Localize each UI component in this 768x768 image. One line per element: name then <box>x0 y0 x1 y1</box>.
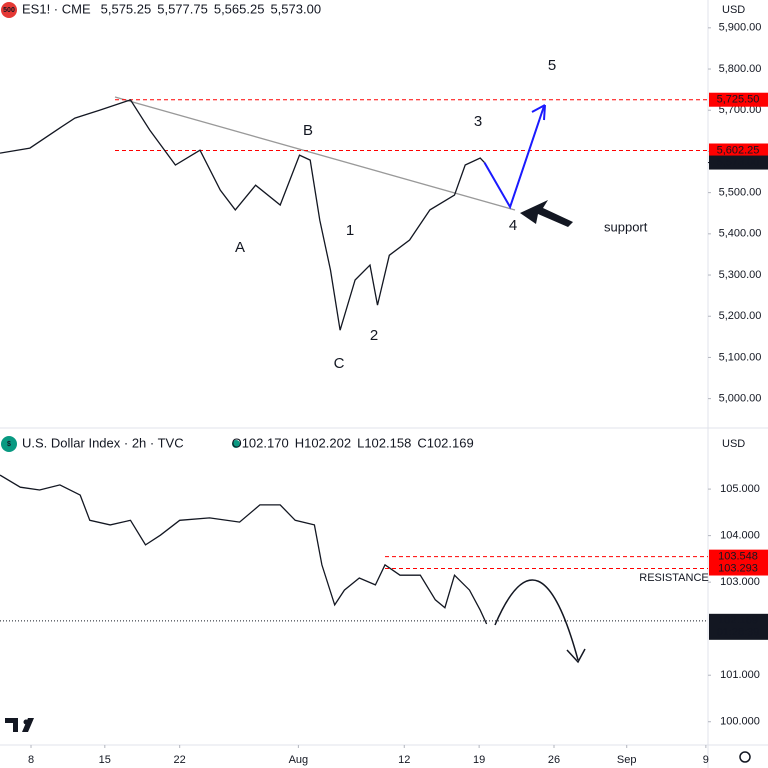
y-tick-label: 5,000.00 <box>719 393 762 405</box>
annotation: 2 <box>370 327 378 344</box>
y-tick-label: 5,300.00 <box>719 269 762 281</box>
y-tick-label: 100.000 <box>720 716 760 728</box>
ohlc-value: C102.169 <box>417 435 473 450</box>
currency: USD <box>722 4 745 16</box>
status-dot <box>232 440 240 448</box>
x-tick-label: 8 <box>28 754 34 766</box>
x-tick-label: 15 <box>99 754 111 766</box>
symbol-badge-text: 500 <box>3 7 15 14</box>
annotation: B <box>303 122 313 139</box>
annotation: RESISTANCE <box>639 572 708 584</box>
x-tick-label: 22 <box>174 754 186 766</box>
currency: USD <box>722 438 745 450</box>
arc-arrowhead <box>566 648 586 664</box>
x-tick-label: Aug <box>289 754 309 766</box>
ohlc-value: L102.158 <box>357 435 411 450</box>
ohlc-value: H102.202 <box>295 435 351 450</box>
projection-arrowhead <box>531 104 546 121</box>
level-label: 5,602.25 <box>717 144 760 156</box>
logo <box>23 719 29 725</box>
title: ES1! · CME <box>22 1 91 16</box>
symbol-badge <box>1 436 17 452</box>
settings-icon[interactable] <box>739 751 751 763</box>
projection-line <box>483 104 546 210</box>
last-price-box <box>709 613 768 640</box>
level-label-box <box>709 143 768 158</box>
level-label: 103.293 <box>718 562 758 574</box>
ohlc-value: 5,575.25 <box>101 1 152 16</box>
y-tick-label: 101.000 <box>720 669 760 681</box>
symbol-badge-text: $ <box>7 441 11 448</box>
x-tick-label: 9 <box>703 754 709 766</box>
level-label-box <box>709 561 768 576</box>
y-tick-label: 5,100.00 <box>719 351 762 363</box>
support-arrow <box>520 200 573 227</box>
trend-line <box>114 96 516 211</box>
annotation: 3 <box>474 113 482 130</box>
title: U.S. Dollar Index · 2h · TVC <box>22 435 184 450</box>
y-tick-label: 5,400.00 <box>719 228 762 240</box>
level-label: 103.548 <box>718 551 758 563</box>
x-tick-label: Sep <box>617 754 637 766</box>
last-price-label: 102.169 <box>718 615 758 627</box>
countdown: 01:28:39 <box>717 627 760 639</box>
y-tick-label: 5,700.00 <box>719 104 762 116</box>
x-tick-label: 12 <box>398 754 410 766</box>
ohlc-value: O102.170 <box>232 435 289 450</box>
last-price-box <box>709 155 768 170</box>
annotation: 1 <box>346 222 354 239</box>
y-tick-label: 104.000 <box>720 530 760 542</box>
y-tick-label: 5,800.00 <box>719 63 762 75</box>
annotation: A <box>235 239 245 256</box>
symbol-badge <box>1 2 17 18</box>
x-tick-label: 26 <box>548 754 560 766</box>
ohlc-value: 5,565.25 <box>214 1 265 16</box>
annotation: 4 <box>509 217 517 234</box>
price-line <box>0 474 488 625</box>
ohlc-value: 5,577.75 <box>157 1 208 16</box>
level-label-box <box>709 549 768 564</box>
last-price-label: 5,573.00 <box>717 156 760 168</box>
level-label: 5,725.50 <box>717 94 760 106</box>
y-tick-label: 5,900.00 <box>719 22 762 34</box>
x-tick-label: 19 <box>473 754 485 766</box>
ohlc-value: 5,573.00 <box>270 1 321 16</box>
y-tick-label: 5,200.00 <box>719 310 762 322</box>
y-tick-label: 105.000 <box>720 483 760 495</box>
level-label-box <box>709 92 768 107</box>
annotation: support <box>604 219 648 234</box>
y-tick-label: 5,500.00 <box>719 187 762 199</box>
annotation: C <box>334 355 345 372</box>
price-line <box>0 99 485 331</box>
annotation: 5 <box>548 57 556 74</box>
projection-arc <box>494 579 579 661</box>
y-tick-label: 103.000 <box>720 576 760 588</box>
